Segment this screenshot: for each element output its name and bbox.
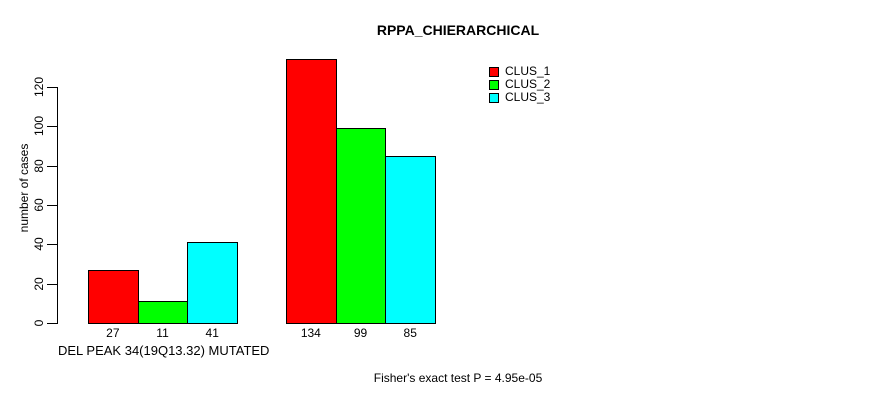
legend-color-swatch bbox=[489, 66, 499, 77]
y-axis-tick bbox=[47, 126, 57, 128]
bar-clus_3-group2 bbox=[385, 155, 437, 324]
y-axis-line bbox=[57, 87, 58, 324]
legend-color-swatch bbox=[489, 92, 499, 103]
bar-value-label: 41 bbox=[205, 326, 219, 340]
bar-clus_1-group2 bbox=[286, 59, 337, 324]
x-axis-group-label: DEL PEAK 34(19Q13.32) MUTATED bbox=[58, 343, 270, 358]
bar-clus_2-group2 bbox=[335, 128, 387, 324]
legend-item-label: CLUS_3 bbox=[505, 90, 551, 104]
bar-value-label: 85 bbox=[403, 326, 417, 340]
y-axis-tick bbox=[47, 165, 57, 167]
y-axis-tick-label: 40 bbox=[32, 237, 46, 252]
bar-value-label: 99 bbox=[353, 326, 368, 340]
bar-clus_1-group1 bbox=[88, 269, 139, 324]
legend: CLUS_1 CLUS_2 CLUS_3 bbox=[489, 65, 550, 104]
y-axis-label: number of cases bbox=[17, 143, 31, 233]
legend-item-label: CLUS_2 bbox=[505, 77, 551, 91]
legend-color-swatch bbox=[489, 79, 499, 90]
fisher-test-footnote: Fisher's exact test P = 4.95e-05 bbox=[373, 371, 543, 385]
bar-value-label: 27 bbox=[106, 326, 120, 340]
y-axis-tick-label: 60 bbox=[32, 198, 46, 212]
bar-value-label: 134 bbox=[300, 326, 321, 340]
y-axis-tick-label: 120 bbox=[32, 76, 46, 98]
y-axis-tick-label: 100 bbox=[32, 116, 46, 137]
legend-item-label: CLUS_1 bbox=[505, 64, 551, 78]
bar-clus_3-group1 bbox=[187, 242, 239, 324]
y-axis-tick bbox=[47, 87, 57, 88]
legend-item-clus_1: CLUS_1 bbox=[489, 65, 550, 78]
y-axis-tick bbox=[47, 283, 57, 285]
y-axis-tick bbox=[47, 323, 57, 324]
y-axis-tick-label: 0 bbox=[32, 319, 46, 327]
y-axis-tick-label: 20 bbox=[32, 276, 46, 291]
legend-item-clus_2: CLUS_2 bbox=[489, 78, 550, 91]
chart-title: RPPA_CHIERARCHICAL bbox=[376, 22, 540, 38]
bar-clus_2-group1 bbox=[137, 301, 189, 324]
y-axis-tick bbox=[47, 244, 57, 246]
legend-item-clus_3: CLUS_3 bbox=[489, 91, 550, 104]
bar-value-label: 11 bbox=[156, 326, 169, 340]
y-axis-tick bbox=[47, 205, 57, 206]
y-axis-tick-label: 80 bbox=[32, 158, 46, 173]
